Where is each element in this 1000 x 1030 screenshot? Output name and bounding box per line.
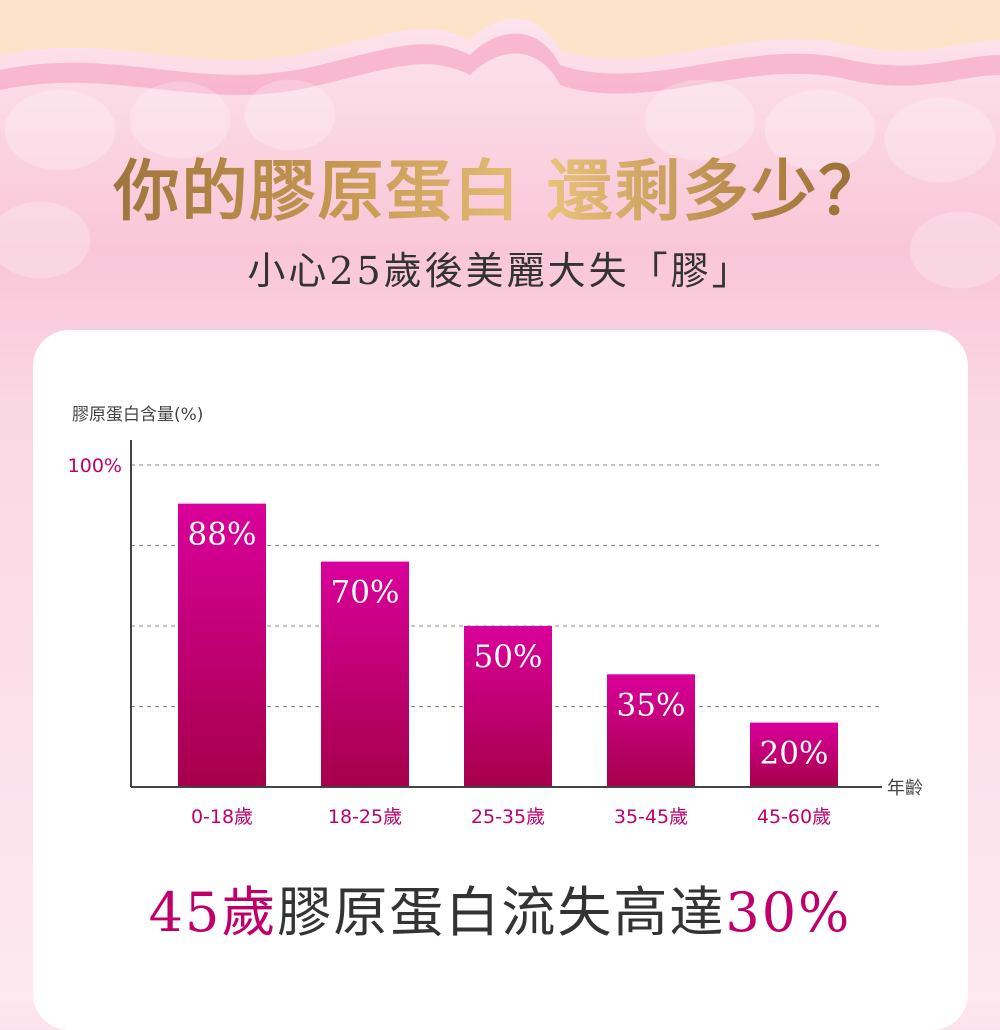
bar-chart: 膠原蛋白含量(%) 100% 88% 0-18歲 70% 18-25歲 50% 25-35歲 3… bbox=[68, 405, 923, 828]
y-tick-label: 100% bbox=[68, 455, 122, 477]
bar bbox=[178, 503, 266, 787]
headline-text: 膠原蛋白流失高達 bbox=[277, 881, 726, 944]
bar-value-label: 70% bbox=[331, 575, 400, 611]
bar-value-label: 20% bbox=[760, 736, 829, 772]
bar bbox=[321, 561, 409, 787]
headline: 45歲膠原蛋白流失高達30% bbox=[0, 868, 1000, 947]
bar bbox=[464, 626, 552, 787]
bar bbox=[607, 674, 695, 787]
bar-value-label: 50% bbox=[474, 639, 543, 675]
bar-value-label: 35% bbox=[617, 687, 686, 723]
page-title: 你的膠原蛋白 還剩多少？ bbox=[0, 138, 1000, 234]
x-tick-label: 0-18歲 bbox=[191, 806, 253, 828]
background-decoration bbox=[0, 0, 1000, 289]
x-tick-label: 35-45歲 bbox=[614, 806, 688, 828]
y-axis-label: 膠原蛋白含量(%) bbox=[72, 405, 203, 425]
headline-percent: 30% bbox=[725, 881, 852, 944]
page-subtitle: 小心25歲後美麗大失「膠」 bbox=[247, 249, 753, 293]
bar bbox=[750, 722, 838, 787]
headline-age: 45歲 bbox=[148, 881, 278, 944]
x-tick-label: 45-60歲 bbox=[757, 806, 831, 828]
bar-value-label: 88% bbox=[188, 517, 257, 553]
x-axis-label: 年齡 bbox=[887, 778, 923, 799]
x-tick-label: 25-35歲 bbox=[471, 806, 545, 828]
x-tick-label: 18-25歲 bbox=[328, 806, 402, 828]
